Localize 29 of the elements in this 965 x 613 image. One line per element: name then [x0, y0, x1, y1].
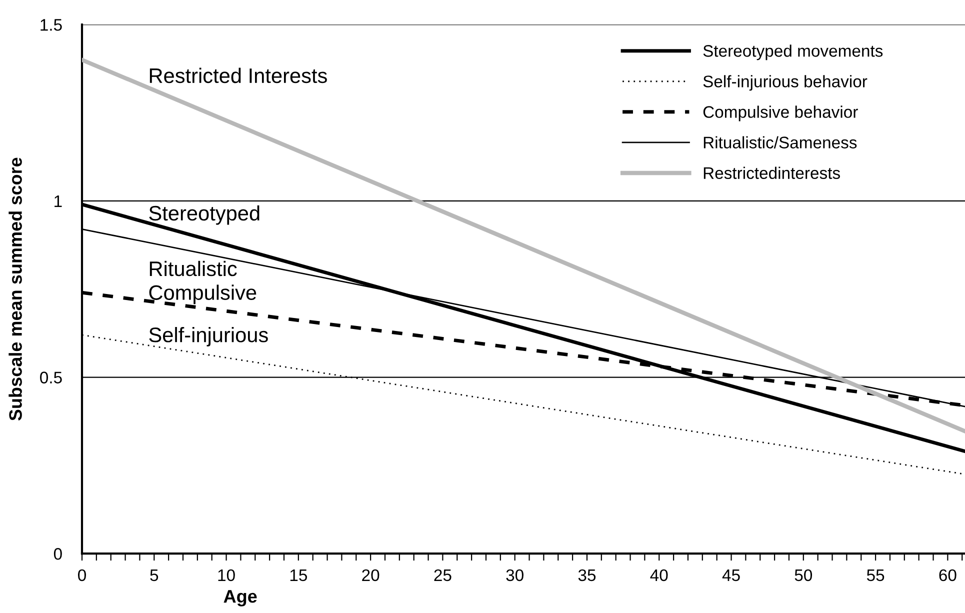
x-tick-label: 50: [794, 569, 812, 582]
annotation: Stereotyped: [149, 205, 260, 225]
x-tick-label: 45: [722, 569, 740, 582]
x-tick-label: 55: [866, 569, 884, 582]
x-tick-label: 25: [434, 569, 452, 582]
x-tick-label: 5: [150, 569, 158, 582]
annotation: Compulsive: [149, 284, 256, 304]
x-tick-label: 15: [290, 569, 307, 582]
x-tick-label: 20: [362, 569, 380, 582]
annotation: Ritualistic: [150, 260, 237, 276]
legend-label: Compulsive behavior: [703, 106, 858, 122]
x-tick-label: 10: [218, 569, 235, 582]
legend-label: Restrictedinterests: [704, 166, 840, 179]
y-tick-label: 1: [54, 196, 62, 207]
annotation: Restricted Interests: [150, 68, 327, 84]
x-tick-label: 35: [578, 569, 596, 582]
x-tick-label: 30: [506, 569, 524, 582]
x-tick-label: 0: [78, 569, 86, 582]
legend-label: Self-injurious behavior: [703, 75, 868, 91]
annotation: Self-injurious: [149, 327, 268, 346]
y-axis-title: Subscale mean summed score: [8, 158, 22, 421]
y-tick-label: 0: [54, 548, 62, 560]
y-tick-label: 0.5: [40, 372, 62, 384]
legend-label: Ritualistic/Sameness: [704, 136, 857, 148]
x-tick-label: 60: [939, 569, 956, 582]
x-tick-label: 40: [650, 569, 668, 582]
x-axis-title: Age: [224, 590, 257, 606]
y-tick-label: 1.5: [40, 19, 62, 31]
legend-label: Stereotyped movements: [703, 44, 883, 60]
